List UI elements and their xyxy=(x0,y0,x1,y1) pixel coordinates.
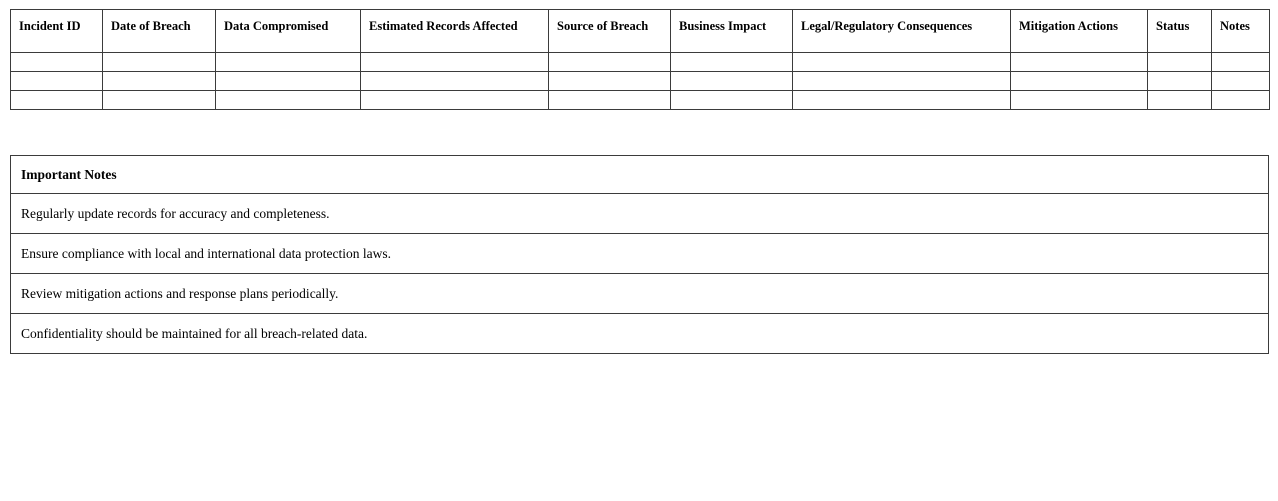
list-item: Regularly update records for accuracy an… xyxy=(10,193,1269,234)
important-notes-heading: Important Notes xyxy=(10,155,1269,194)
cell-legal-regulatory-consequences[interactable] xyxy=(792,52,1011,72)
cell-incident-id[interactable] xyxy=(10,90,103,110)
cell-estimated-records-affected[interactable] xyxy=(360,71,549,91)
cell-date-of-breach[interactable] xyxy=(102,71,216,91)
cell-business-impact[interactable] xyxy=(670,52,793,72)
important-note-text: Ensure compliance with local and interna… xyxy=(10,233,1269,274)
cell-data-compromised[interactable] xyxy=(215,52,361,72)
cell-incident-id[interactable] xyxy=(10,71,103,91)
important-notes-table-body: Important Notes Regularly update records… xyxy=(10,155,1269,354)
important-note-text: Review mitigation actions and response p… xyxy=(10,273,1269,314)
cell-notes[interactable] xyxy=(1211,90,1270,110)
cell-notes[interactable] xyxy=(1211,71,1270,91)
cell-data-compromised[interactable] xyxy=(215,90,361,110)
cell-incident-id[interactable] xyxy=(10,52,103,72)
cell-business-impact[interactable] xyxy=(670,90,793,110)
table-row[interactable] xyxy=(10,90,1270,110)
breach-log-table-container: Incident ID Date of Breach Data Compromi… xyxy=(10,9,1270,110)
cell-estimated-records-affected[interactable] xyxy=(360,52,549,72)
important-notes-table-container: Important Notes Regularly update records… xyxy=(10,155,1269,354)
cell-mitigation-actions[interactable] xyxy=(1010,52,1148,72)
cell-source-of-breach[interactable] xyxy=(548,71,671,91)
breach-log-table-head: Incident ID Date of Breach Data Compromi… xyxy=(10,9,1270,53)
cell-source-of-breach[interactable] xyxy=(548,52,671,72)
cell-business-impact[interactable] xyxy=(670,71,793,91)
cell-estimated-records-affected[interactable] xyxy=(360,90,549,110)
cell-notes[interactable] xyxy=(1211,52,1270,72)
column-header-mitigation-actions: Mitigation Actions xyxy=(1010,9,1148,53)
cell-mitigation-actions[interactable] xyxy=(1010,90,1148,110)
cell-legal-regulatory-consequences[interactable] xyxy=(792,71,1011,91)
important-notes-table: Important Notes Regularly update records… xyxy=(10,155,1269,354)
column-header-date-of-breach: Date of Breach xyxy=(102,9,216,53)
list-item: Ensure compliance with local and interna… xyxy=(10,233,1269,274)
breach-log-table-body xyxy=(10,52,1270,110)
cell-legal-regulatory-consequences[interactable] xyxy=(792,90,1011,110)
cell-status[interactable] xyxy=(1147,71,1212,91)
breach-log-header-row: Incident ID Date of Breach Data Compromi… xyxy=(10,9,1270,53)
notes-heading-row: Important Notes xyxy=(10,155,1269,194)
list-item: Review mitigation actions and response p… xyxy=(10,273,1269,314)
cell-mitigation-actions[interactable] xyxy=(1010,71,1148,91)
list-item: Confidentiality should be maintained for… xyxy=(10,313,1269,354)
important-note-text: Regularly update records for accuracy an… xyxy=(10,193,1269,234)
column-header-data-compromised: Data Compromised xyxy=(215,9,361,53)
column-header-business-impact: Business Impact xyxy=(670,9,793,53)
cell-status[interactable] xyxy=(1147,90,1212,110)
column-header-status: Status xyxy=(1147,9,1212,53)
cell-date-of-breach[interactable] xyxy=(102,90,216,110)
column-header-estimated-records-affected: Estimated Records Affected xyxy=(360,9,549,53)
cell-status[interactable] xyxy=(1147,52,1212,72)
important-note-text: Confidentiality should be maintained for… xyxy=(10,313,1269,354)
column-header-source-of-breach: Source of Breach xyxy=(548,9,671,53)
column-header-legal-regulatory-consequences: Legal/Regulatory Consequences xyxy=(792,9,1011,53)
cell-source-of-breach[interactable] xyxy=(548,90,671,110)
column-header-incident-id: Incident ID xyxy=(10,9,103,53)
column-header-notes: Notes xyxy=(1211,9,1270,53)
cell-data-compromised[interactable] xyxy=(215,71,361,91)
cell-date-of-breach[interactable] xyxy=(102,52,216,72)
table-row[interactable] xyxy=(10,52,1270,72)
table-row[interactable] xyxy=(10,71,1270,91)
breach-log-table: Incident ID Date of Breach Data Compromi… xyxy=(10,9,1270,110)
